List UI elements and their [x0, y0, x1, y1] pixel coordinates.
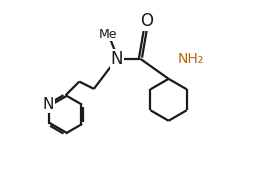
Text: N: N — [111, 50, 123, 68]
Text: Me: Me — [98, 28, 117, 41]
Text: N: N — [42, 97, 54, 112]
Text: NH₂: NH₂ — [178, 52, 204, 66]
Text: O: O — [140, 12, 153, 31]
